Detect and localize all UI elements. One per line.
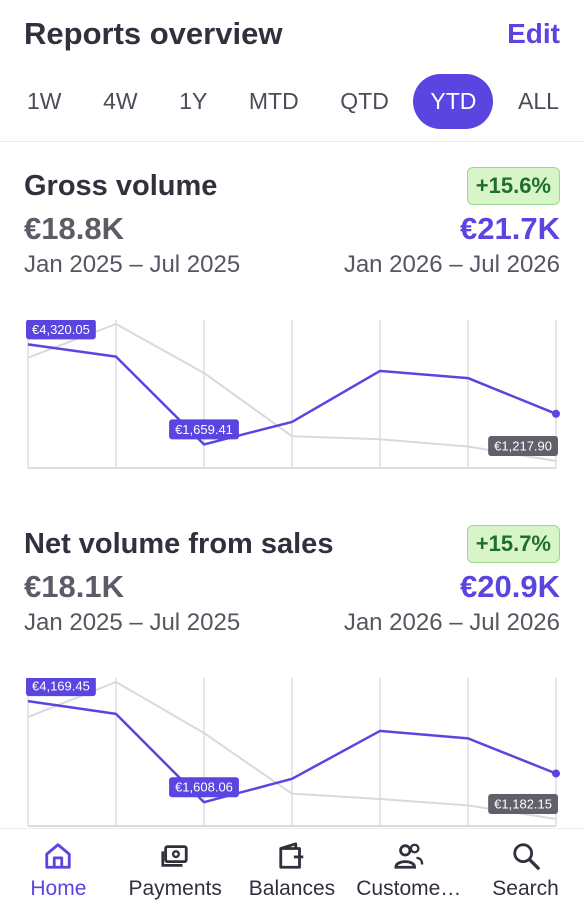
- value-label-text: €1,217.90: [494, 438, 552, 453]
- nav-payments[interactable]: Payments: [117, 829, 233, 901]
- value-label: €1,217.90: [488, 436, 558, 456]
- nav-home[interactable]: Home: [0, 829, 116, 901]
- period-tabs: 1W 4W 1Y MTD QTD YTD ALL: [10, 72, 576, 130]
- period-tab[interactable]: MTD: [248, 87, 299, 114]
- balances-icon: [279, 842, 304, 869]
- end-point: [552, 409, 560, 418]
- title-row: Net volume from sales +15.7%: [24, 524, 560, 564]
- nav-balances[interactable]: Balances: [234, 829, 350, 901]
- report-card: Net volume from sales +15.7% €18.1K €20.9K J…: [0, 518, 584, 838]
- current-value: €20.9K: [460, 569, 560, 604]
- nav-label: Balances: [248, 877, 336, 900]
- current-value: €21.7K: [460, 211, 560, 246]
- customers-icon: [394, 843, 424, 869]
- current-period: Jan 2026 – Jul 2026: [343, 609, 560, 636]
- value-label: €1,608.06: [169, 777, 239, 798]
- period-tab[interactable]: YTD: [413, 73, 494, 129]
- period-tab[interactable]: 1W: [27, 87, 62, 114]
- period-tab[interactable]: 4W: [103, 87, 138, 114]
- change-badge: +15.7%: [466, 525, 560, 563]
- title-row: Gross volume +15.6%: [24, 166, 560, 206]
- end-point: [552, 769, 560, 778]
- report-title: Gross volume: [24, 169, 218, 202]
- previous-value: €18.8K: [24, 211, 124, 246]
- header: Reports overview Edit: [24, 12, 560, 56]
- line-chart: €1,217.90 €4,320.05 €1,659.41: [26, 320, 560, 469]
- edit-button[interactable]: Edit: [507, 18, 560, 49]
- nav-label: Custome…: [356, 877, 462, 900]
- value-label-bg: [169, 777, 239, 798]
- page-title: Reports overview: [24, 16, 283, 51]
- value-label-text: €1,659.41: [175, 422, 233, 437]
- line-chart: €1,182.15 €4,169.45 €1,608.06: [26, 678, 560, 827]
- value-label: €1,659.41: [169, 419, 239, 440]
- nav-label: Payments: [128, 877, 222, 900]
- value-row: €18.8K €21.7K: [24, 210, 560, 248]
- report-card: Gross volume +15.6% €18.8K €21.7K Jan 2025 –…: [0, 160, 584, 480]
- payments-icon: [161, 845, 188, 867]
- value-label-bg: [488, 436, 558, 456]
- series-line: [27, 343, 557, 446]
- period-tab[interactable]: ALL: [518, 87, 559, 114]
- value-label: €1,182.15: [488, 794, 558, 814]
- value-row: €18.1K €20.9K: [24, 568, 560, 606]
- current-period: Jan 2026 – Jul 2026: [343, 251, 560, 278]
- previous-value: €18.1K: [24, 569, 124, 604]
- value-label-bg: [488, 794, 558, 814]
- value-label: €4,320.05: [26, 320, 96, 340]
- report-title: Net volume from sales: [24, 527, 334, 560]
- value-label-text: €1,608.06: [175, 780, 233, 795]
- home-icon: [45, 843, 72, 869]
- series-line: [27, 699, 557, 804]
- value-label: €4,169.45: [26, 678, 96, 697]
- value-label-bg: [26, 678, 96, 697]
- nav-search[interactable]: Search: [468, 829, 584, 901]
- period-tab[interactable]: 1Y: [179, 87, 208, 114]
- previous-period: Jan 2025 – Jul 2025: [24, 609, 241, 636]
- value-label-bg: [169, 419, 239, 440]
- series-line: [27, 681, 557, 820]
- value-label-bg: [26, 320, 96, 340]
- period-row: Jan 2025 – Jul 2025 Jan 2026 – Jul 2026: [24, 250, 560, 280]
- nav-customers[interactable]: Custome…: [351, 829, 467, 901]
- value-label-text: €1,182.15: [494, 796, 552, 811]
- bottom-nav: Home Payments Balances Custome… Search: [0, 828, 584, 901]
- divider: [0, 141, 584, 142]
- previous-period: Jan 2025 – Jul 2025: [24, 251, 241, 278]
- nav-label: Search: [492, 877, 559, 900]
- period-tab[interactable]: QTD: [340, 87, 389, 114]
- period-row: Jan 2025 – Jul 2025 Jan 2026 – Jul 2026: [24, 608, 560, 638]
- value-label-text: €4,169.45: [32, 679, 90, 694]
- value-label-text: €4,320.05: [32, 322, 90, 337]
- nav-label: Home: [30, 877, 87, 900]
- change-badge: +15.6%: [466, 167, 560, 205]
- series-line: [27, 323, 557, 462]
- search-icon: [512, 843, 540, 870]
